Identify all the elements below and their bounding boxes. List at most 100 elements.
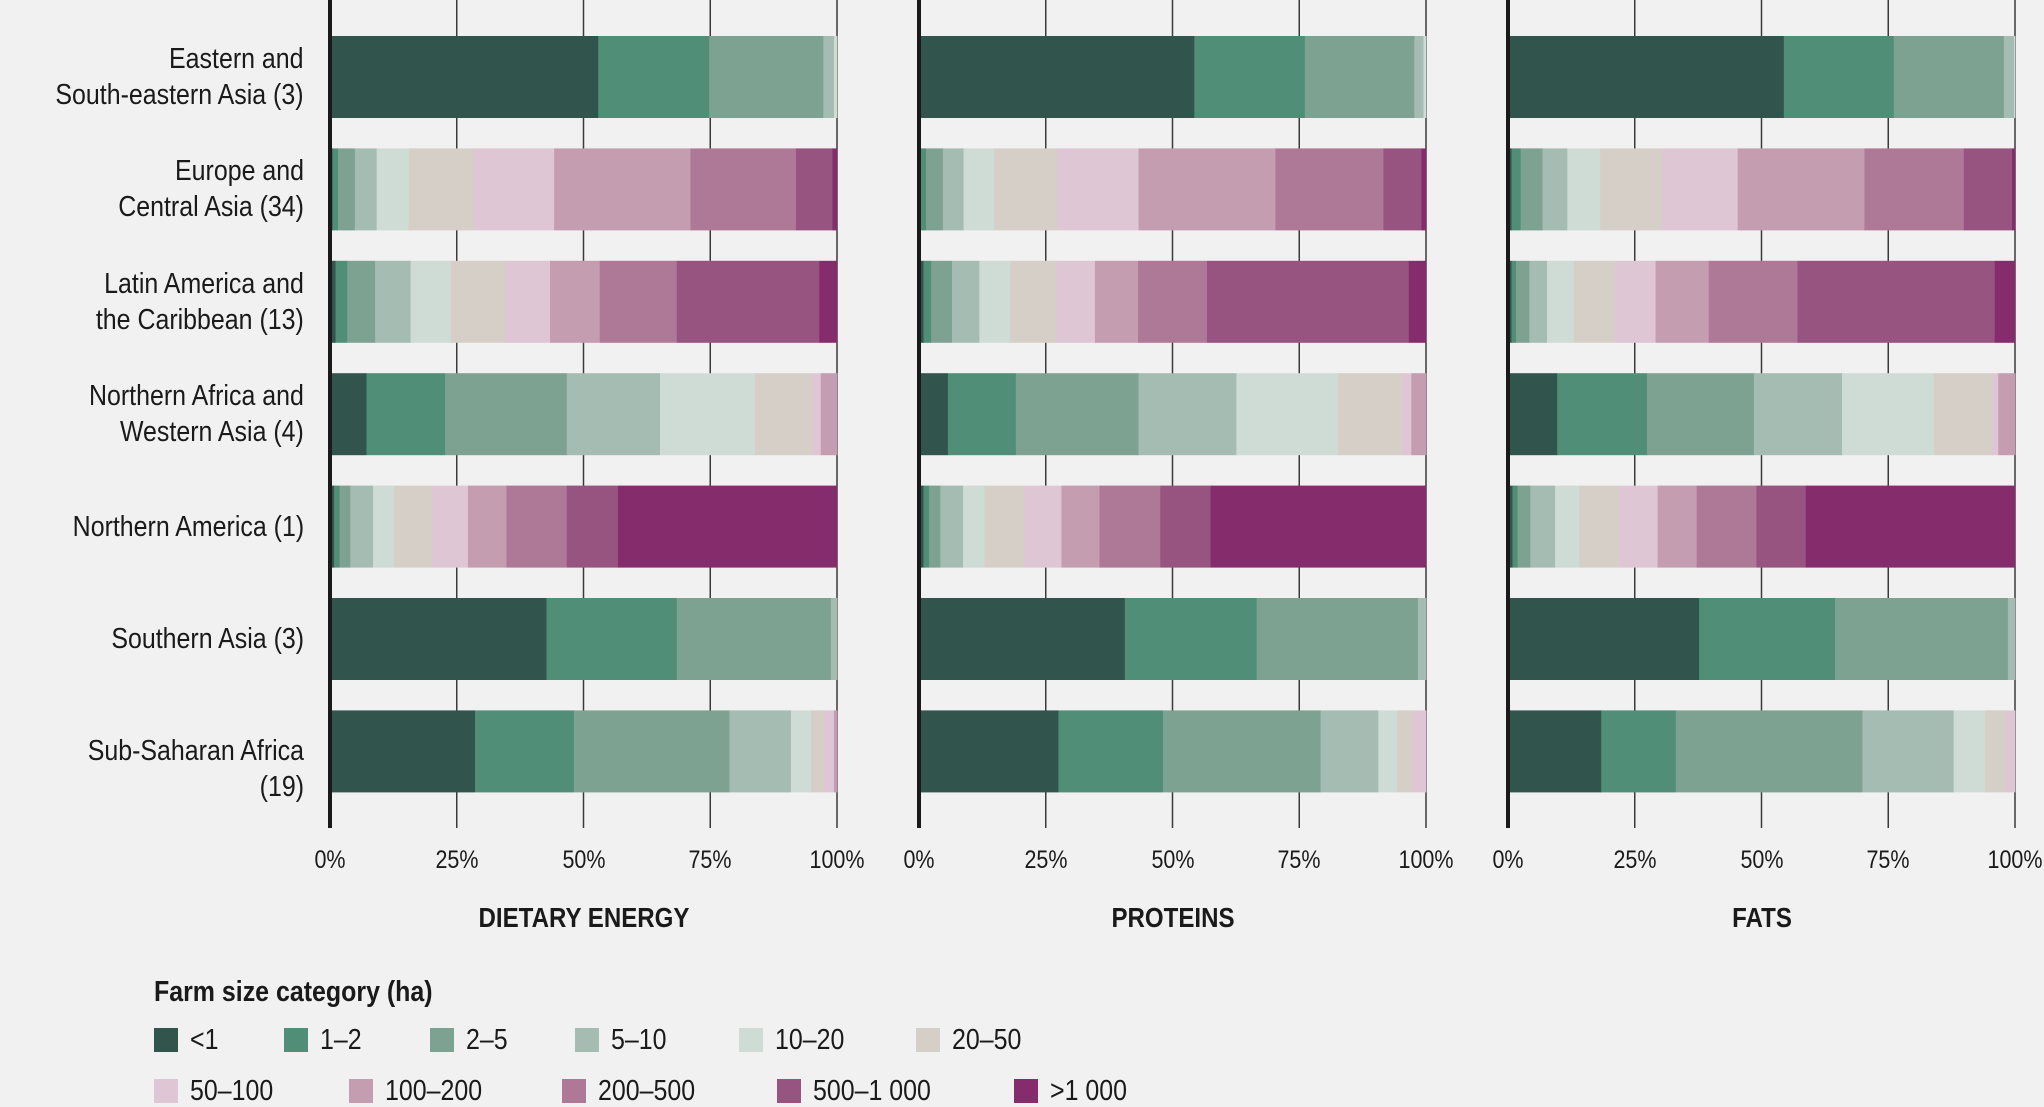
legend-item: <1 <box>154 1023 223 1057</box>
bar-segment <box>1708 260 1798 343</box>
bar-segment <box>823 710 835 793</box>
bar-segment <box>335 260 348 343</box>
legend-label: 20–50 <box>952 1023 1022 1056</box>
bar-segment <box>923 485 930 568</box>
bar-segment <box>1206 260 1410 343</box>
x-tick-label: 50% <box>1739 846 1784 874</box>
bar-segment <box>832 148 838 231</box>
bar-segment <box>979 260 1011 343</box>
bar-segment <box>1862 710 1954 793</box>
bar-segment <box>1124 598 1257 680</box>
x-tick-label: 75% <box>1866 846 1910 874</box>
bar-segment <box>1567 148 1601 231</box>
x-tick-label: 25% <box>435 846 479 874</box>
bar-segment <box>1675 710 1863 793</box>
bar-segment <box>373 485 395 568</box>
bar-segment <box>929 485 941 568</box>
bar-segment <box>1094 260 1139 343</box>
bar-segment <box>940 485 964 568</box>
bar-segment <box>566 485 619 568</box>
category-label: Northern America (1) <box>72 510 304 543</box>
bar-segment <box>1555 485 1580 568</box>
bar-segment <box>350 485 374 568</box>
bar-segment <box>811 710 825 793</box>
bar-segment <box>1696 485 1757 568</box>
bar-segment <box>1511 148 1521 231</box>
bar-segment <box>1414 36 1424 118</box>
bar-segment <box>376 148 409 231</box>
bar-segment <box>1756 485 1806 568</box>
bar-segment <box>660 373 756 456</box>
bar-segment <box>598 36 710 118</box>
bar-segment <box>1699 598 1836 680</box>
bar-segment <box>1516 260 1530 343</box>
bar-segment <box>330 260 336 343</box>
bar-segment <box>504 260 551 343</box>
bar-segment <box>1304 36 1415 118</box>
bar-segment <box>812 373 822 456</box>
bar-segment <box>330 710 476 793</box>
bar-segment <box>1417 598 1427 680</box>
bar-segment <box>1508 598 1700 680</box>
bar-segment <box>1646 373 1755 456</box>
legend-swatch <box>739 1028 763 1052</box>
legend-label: 5–10 <box>611 1023 667 1056</box>
bar-segment <box>951 260 980 343</box>
bar-segment <box>467 485 507 568</box>
legend-item: 20–50 <box>916 1023 1033 1057</box>
legend-swatch <box>777 1079 801 1103</box>
bar-segment <box>2005 710 2016 793</box>
legend-swatch <box>154 1028 178 1052</box>
legend-swatch <box>575 1028 599 1052</box>
bar-segment <box>1542 148 1568 231</box>
legend-item: 5–10 <box>575 1023 676 1057</box>
bar-segment <box>919 260 924 343</box>
bar-segment <box>1842 373 1935 456</box>
bar-segment <box>330 485 335 568</box>
x-tick-label: 100% <box>809 846 865 874</box>
bar-segment <box>1573 260 1616 343</box>
bar-segment <box>820 373 838 456</box>
legend-label: 500–1 000 <box>813 1074 931 1107</box>
bar-segment <box>1138 260 1208 343</box>
bar-segment <box>332 148 339 231</box>
bar-segment <box>1378 710 1398 793</box>
bar-segment <box>1010 260 1057 343</box>
bar-segment <box>1737 148 1865 231</box>
bar-segment <box>334 485 340 568</box>
bar-segment <box>1138 373 1237 456</box>
bar-segment <box>676 260 820 343</box>
bar-segment <box>393 485 433 568</box>
bar-segment <box>475 710 575 793</box>
category-label: Northern Africa and Western Asia (4) <box>89 380 304 449</box>
bar-segment <box>795 148 833 231</box>
bar-segment <box>1058 710 1164 793</box>
x-tick-label: 0% <box>1492 846 1524 874</box>
bar-segment <box>1753 373 1843 456</box>
legend-title: Farm size category (ha) <box>154 976 433 1008</box>
bar-segment <box>546 598 678 680</box>
legend-swatch <box>430 1028 454 1052</box>
bar-segment <box>923 260 932 343</box>
panel-title: DIETARY ENERGY <box>478 902 689 933</box>
bar-segment <box>1275 148 1384 231</box>
bar-segment <box>450 260 506 343</box>
category-label: Latin America and the Caribbean (13) <box>96 267 304 336</box>
bar-segment <box>550 260 601 343</box>
bar-segment <box>1835 598 2009 680</box>
bar-segment <box>1383 148 1422 231</box>
bar-segment <box>1512 485 1518 568</box>
bar-segment <box>1015 373 1139 456</box>
bar-segment <box>1138 148 1276 231</box>
bar-segment <box>330 36 599 118</box>
x-tick-label: 50% <box>1150 846 1195 874</box>
bar-segment <box>1508 373 1558 456</box>
bar-segment <box>1057 148 1139 231</box>
bar-segment <box>1614 260 1656 343</box>
legend-item: 2–5 <box>430 1023 514 1057</box>
bar-segment <box>1864 148 1965 231</box>
bar-segment <box>790 710 812 793</box>
bar-segment <box>942 148 964 231</box>
